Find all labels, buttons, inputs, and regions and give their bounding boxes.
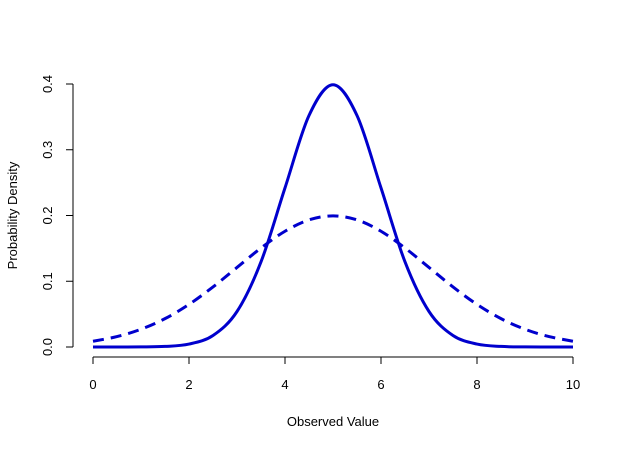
y-tick-label: 0.3 [40,141,55,159]
x-tick-label: 4 [281,377,288,392]
x-axis-title: Observed Value [287,414,379,429]
curves-layer [92,83,574,349]
x-tick-label: 6 [377,377,384,392]
y-axis-ticks: 0.0 0.1 0.2 0.3 0.4 [40,75,73,356]
y-axis-title: Probability Density [5,161,20,269]
y-tick-label: 0.4 [40,75,55,93]
x-tick-label: 10 [566,377,580,392]
dashed-density-curve [92,214,574,343]
x-tick-label: 2 [185,377,192,392]
x-axis-ticks: 0 2 4 6 8 10 [89,357,580,392]
x-tick-label: 0 [89,377,96,392]
y-tick-label: 0.1 [40,272,55,290]
y-tick-label: 0.0 [40,338,55,356]
x-tick-label: 8 [473,377,480,392]
solid-density-curve [92,83,574,349]
y-tick-label: 0.2 [40,206,55,224]
